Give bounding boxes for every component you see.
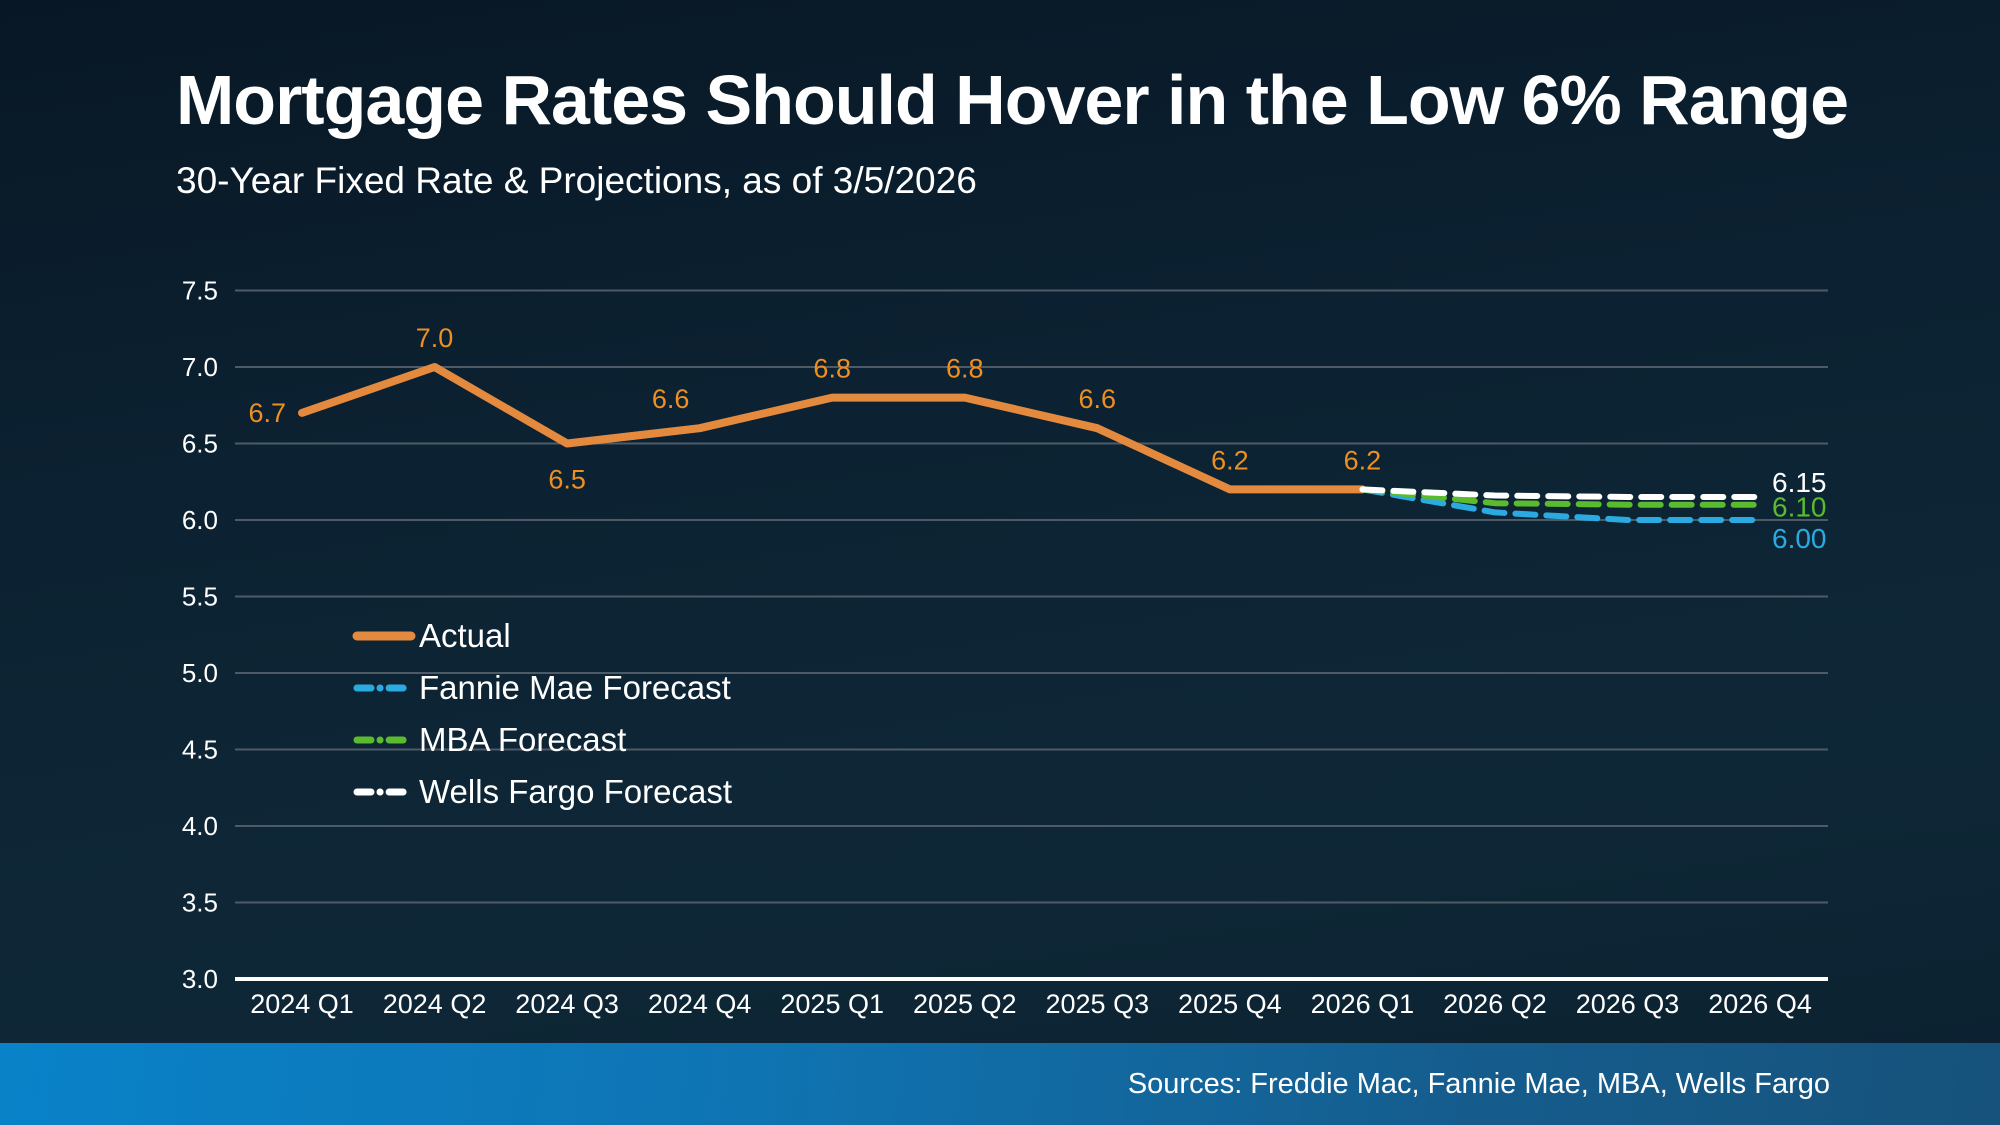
x-tick-label: 2024 Q1 — [250, 989, 354, 1019]
legend-label: MBA Forecast — [419, 721, 627, 758]
x-tick-label: 2026 Q2 — [1443, 989, 1547, 1019]
y-tick-label: 4.0 — [182, 811, 218, 841]
legend-label: Actual — [419, 617, 511, 654]
y-tick-label: 5.0 — [182, 658, 218, 688]
y-tick-label: 3.5 — [182, 888, 218, 918]
x-tick-label: 2025 Q4 — [1178, 989, 1282, 1019]
x-tick-label: 2026 Q3 — [1576, 989, 1680, 1019]
x-tick-label: 2025 Q1 — [780, 989, 884, 1019]
x-tick-label: 2025 Q2 — [913, 989, 1017, 1019]
series-line-wells-fargo-forecast — [1359, 486, 1764, 500]
y-tick-label: 5.5 — [182, 582, 218, 612]
data-label: 6.7 — [248, 398, 286, 428]
legend-item-mba-forecast: MBA Forecast — [352, 714, 732, 766]
x-tick-label: 2024 Q2 — [383, 989, 487, 1019]
legend-item-fannie-mae-forecast: Fannie Mae Forecast — [352, 662, 732, 714]
legend-swatch-actual — [352, 631, 416, 641]
end-label-mba-forecast: 6.10 — [1772, 492, 1827, 523]
x-tick-label: 2024 Q3 — [515, 989, 619, 1019]
x-tick-label: 2026 Q1 — [1311, 989, 1415, 1019]
x-tick-label: 2025 Q3 — [1046, 989, 1150, 1019]
x-tick-label: 2024 Q4 — [648, 989, 752, 1019]
series-line-mba-forecast — [1359, 486, 1764, 508]
data-label: 6.8 — [813, 354, 851, 384]
data-label: 6.8 — [946, 354, 984, 384]
y-tick-label: 7.5 — [182, 276, 218, 306]
legend-item-actual: Actual — [352, 610, 732, 662]
legend-label: Wells Fargo Forecast — [419, 773, 732, 810]
data-label: 7.0 — [416, 323, 454, 353]
legend-swatch-mba-forecast — [353, 736, 415, 744]
end-label-wells-fargo-forecast: 6.15 — [1772, 467, 1827, 498]
chart-legend: Actual Fannie Mae Forecast MBA Forecast Wel… — [352, 610, 732, 818]
y-tick-label: 7.0 — [182, 352, 218, 382]
data-label: 6.6 — [652, 384, 690, 414]
y-tick-label: 3.0 — [182, 964, 218, 994]
x-tick-label: 2026 Q4 — [1708, 989, 1812, 1019]
legend-item-wells-fargo-forecast: Wells Fargo Forecast — [352, 766, 732, 818]
footer-bar: Sources: Freddie Mac, Fannie Mae, MBA, W… — [0, 1043, 2000, 1125]
page-title: Mortgage Rates Should Hover in the Low 6… — [176, 61, 1849, 139]
page-subtitle: 30-Year Fixed Rate & Projections, as of … — [176, 160, 977, 201]
legend-swatch-fannie-mae-forecast — [353, 684, 415, 692]
y-tick-label: 6.5 — [182, 429, 218, 459]
series-line-actual — [298, 363, 1367, 494]
data-label: 6.2 — [1211, 445, 1249, 475]
data-label: 6.5 — [548, 465, 586, 495]
source-note: Sources: Freddie Mac, Fannie Mae, MBA, W… — [1127, 1068, 1830, 1100]
legend-swatch-wells-fargo-forecast — [353, 788, 415, 796]
series-line-fannie-mae-forecast — [1359, 486, 1764, 523]
y-tick-label: 6.0 — [182, 505, 218, 535]
legend-label: Fannie Mae Forecast — [419, 669, 731, 706]
data-label: 6.2 — [1344, 445, 1382, 475]
data-label: 6.6 — [1079, 384, 1117, 414]
end-label-fannie-mae-forecast: 6.00 — [1772, 523, 1827, 554]
y-tick-label: 4.5 — [182, 735, 218, 765]
